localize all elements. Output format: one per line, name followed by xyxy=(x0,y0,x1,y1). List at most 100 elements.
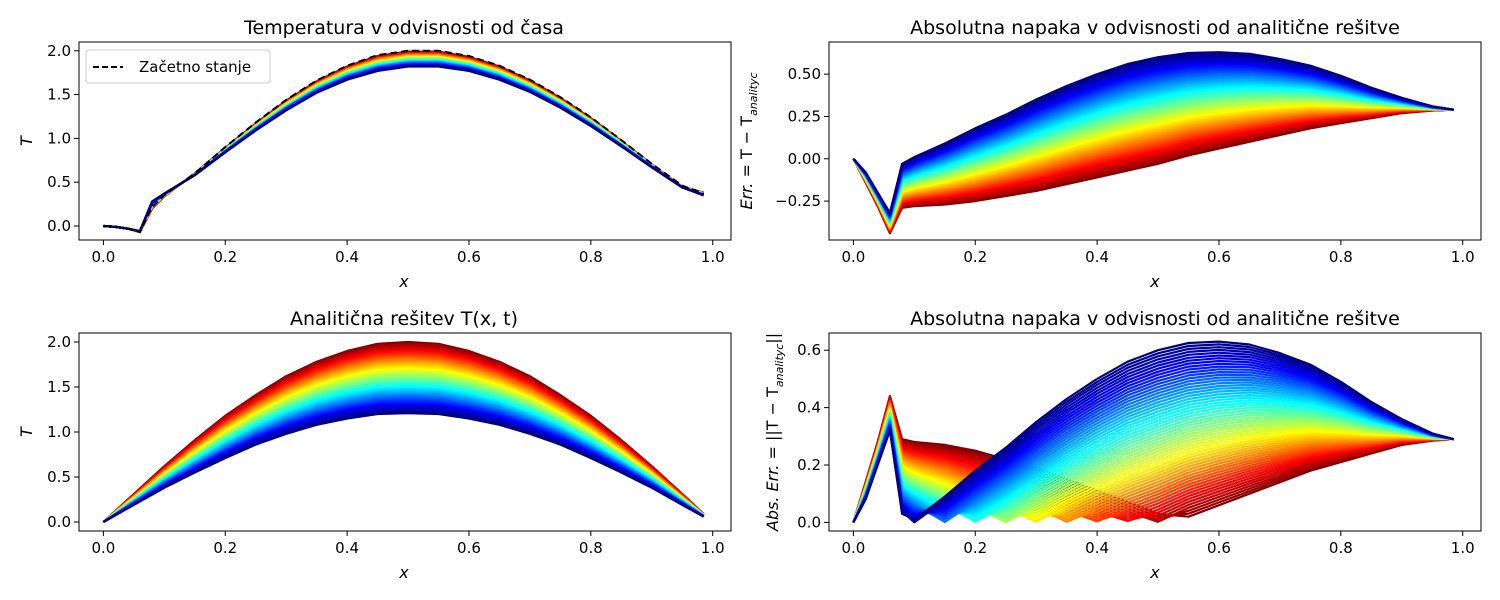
x-tick-label: 0.2 xyxy=(213,248,237,266)
chart-temperature: Temperatura v odvisnosti od časa 0.0 0.2 0… xyxy=(17,17,732,291)
chart-title: Absolutna napaka v odvisnosti od analiti… xyxy=(910,308,1400,330)
x-tick-label: 0.6 xyxy=(1207,248,1231,266)
plot-area xyxy=(78,332,732,532)
tick-labels: 0.0 0.2 0.4 0.6 0.8 1.0 0.0 0.5 1.0 1.5 2.0 xyxy=(47,333,725,557)
series-line xyxy=(103,56,704,233)
series-line xyxy=(103,64,704,233)
y-axis-label: T xyxy=(17,135,36,146)
x-axis-label: x xyxy=(1149,272,1160,291)
chart-title: Temperatura v odvisnosti od časa xyxy=(243,17,564,39)
legend-box xyxy=(85,49,271,84)
series-line xyxy=(103,59,704,233)
series-line xyxy=(103,64,704,233)
x-tick-label: 1.0 xyxy=(1451,539,1475,557)
y-tick-label: 0.00 xyxy=(788,150,821,168)
x-tick-label: 0.2 xyxy=(963,539,987,557)
y-tick-label: 2.0 xyxy=(47,333,71,351)
series-line xyxy=(103,57,704,233)
y-tick-label: 0.5 xyxy=(47,173,71,191)
y-tick-label: 0.0 xyxy=(47,513,71,531)
legend: Začetno stanje xyxy=(85,49,271,84)
axes-frame xyxy=(828,332,1482,532)
axes-frame xyxy=(828,41,1482,241)
chart-title: Analitična rešitev T(x, t) xyxy=(290,308,518,330)
series-line xyxy=(103,60,704,233)
y-tick-label: 0.4 xyxy=(797,399,821,417)
y-axis-label: Abs. Err. = ||T − Tanalityc|| xyxy=(763,333,786,532)
x-axis-label: x xyxy=(398,563,409,582)
y-tick-label: 0.50 xyxy=(788,65,821,83)
chart-abs-error: Absolutna napaka v odvisnosti od analiti… xyxy=(763,308,1482,582)
tick-labels: 0.0 0.2 0.4 0.6 0.8 1.0 0.0 0.5 1.0 1.5 2.0 xyxy=(47,42,725,266)
series-line xyxy=(103,59,704,233)
series-line xyxy=(103,58,704,233)
series-line xyxy=(103,56,704,233)
series-line xyxy=(852,51,1454,214)
initial-state-line xyxy=(103,49,704,234)
x-tick-label: 0.8 xyxy=(579,248,603,266)
y-axis-label: T xyxy=(17,426,36,437)
x-tick-label: 1.0 xyxy=(701,539,725,557)
series-line xyxy=(852,340,1454,523)
x-tick-label: 0.2 xyxy=(963,248,987,266)
y-tick-label: 0.5 xyxy=(47,468,71,486)
plot-area xyxy=(78,41,732,241)
series-line xyxy=(103,61,704,233)
y-axis-label: Err. = T − Tanalityc xyxy=(737,72,760,209)
series-line xyxy=(103,58,704,233)
series-line xyxy=(103,61,704,233)
y-tick-label: 0.2 xyxy=(797,456,821,474)
tick-labels: 0.0 0.2 0.4 0.6 0.8 1.0 0.0 0.2 0.4 0.6 xyxy=(797,341,1475,557)
x-tick-label: 0.0 xyxy=(91,539,115,557)
x-tick-label: 1.0 xyxy=(701,248,725,266)
tick-labels: 0.0 0.2 0.4 0.6 0.8 1.0 −0.25 0.00 0.25 0.50 xyxy=(775,65,1475,266)
x-tick-label: 0.8 xyxy=(1329,248,1353,266)
y-tick-label: 2.0 xyxy=(47,42,71,60)
y-tick-label: 1.5 xyxy=(47,86,71,104)
x-tick-label: 0.6 xyxy=(457,539,481,557)
series-line xyxy=(103,60,704,233)
series-line xyxy=(103,62,704,233)
x-axis-label: x xyxy=(1149,563,1160,582)
plot-area xyxy=(828,332,1482,532)
chart-title: Absolutna napaka v odvisnosti od analiti… xyxy=(910,17,1400,39)
y-tick-label: −0.25 xyxy=(775,192,821,210)
series-line xyxy=(103,63,704,233)
series-line xyxy=(103,61,704,233)
series-line xyxy=(103,59,704,233)
chart-analytic: Analitična rešitev T(x, t) 0.0 0.2 0.4 0.6 0… xyxy=(17,308,732,582)
series-line xyxy=(103,59,704,233)
series-line xyxy=(103,62,704,233)
series-line xyxy=(103,57,704,233)
x-tick-label: 1.0 xyxy=(1451,248,1475,266)
series-line xyxy=(103,65,704,233)
x-tick-label: 0.4 xyxy=(1085,539,1109,557)
axes-frame xyxy=(78,41,732,241)
series-line xyxy=(103,63,704,233)
y-tick-label: 0.0 xyxy=(797,513,821,531)
series-line xyxy=(103,62,704,233)
series-line xyxy=(102,412,705,523)
series-line xyxy=(103,60,704,233)
x-tick-label: 0.0 xyxy=(841,248,865,266)
series-line xyxy=(103,60,704,233)
y-tick-label: 0.25 xyxy=(788,107,821,125)
series-line xyxy=(103,58,704,233)
series-line xyxy=(103,62,704,233)
x-tick-label: 0.6 xyxy=(457,248,481,266)
series-line xyxy=(103,58,704,233)
x-tick-label: 0.0 xyxy=(91,248,115,266)
x-tick-label: 0.0 xyxy=(841,539,865,557)
x-tick-label: 0.8 xyxy=(1329,539,1353,557)
legend-entry-initial: Začetno stanje xyxy=(139,58,251,76)
series-line xyxy=(103,61,704,233)
series-line xyxy=(103,64,704,233)
series-line xyxy=(103,63,704,233)
y-tick-label: 0.6 xyxy=(797,341,821,359)
series-line xyxy=(103,65,704,233)
y-tick-label: 1.0 xyxy=(47,423,71,441)
x-tick-label: 0.4 xyxy=(335,539,359,557)
y-tick-label: 1.0 xyxy=(47,129,71,147)
series-line xyxy=(103,64,704,233)
chart-error: Absolutna napaka v odvisnosti od analiti… xyxy=(737,17,1482,291)
